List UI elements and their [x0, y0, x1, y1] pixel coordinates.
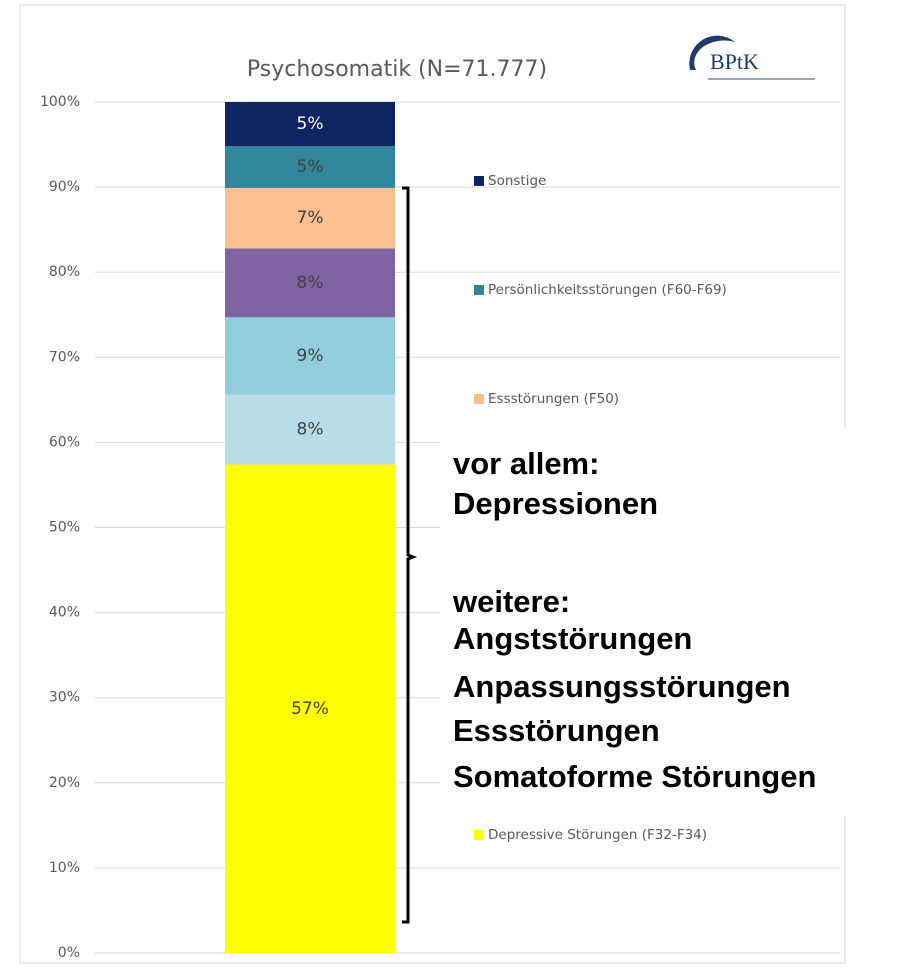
data-label: 8% [297, 273, 324, 293]
y-tick-label: 90% [49, 179, 80, 195]
legend-item: Depressive Störungen (F32-F34) [474, 824, 758, 846]
y-tick-label: 50% [49, 520, 80, 536]
annotation-box: vor allem: Depressionen weitere: Angststöru… [440, 428, 900, 816]
annotation-line: Depressionen [453, 486, 659, 521]
legend-swatch [474, 394, 484, 404]
y-tick-label: 60% [49, 434, 80, 450]
logo-arc [689, 35, 735, 70]
bar-segment [225, 394, 395, 465]
legend-swatch [474, 830, 484, 840]
legend-swatch [474, 176, 484, 186]
bracket [402, 186, 418, 924]
legend-label: Essstörungen (F50) [488, 391, 620, 407]
chart-title: Psychosomatik (N=71.777) [247, 57, 547, 82]
y-tick-label: 30% [49, 690, 80, 706]
annotation-line: Essstörungen [453, 713, 660, 748]
legend-item: Persönlichkeitsstörungen (F60-F69) [474, 279, 758, 301]
y-tick-label: 40% [49, 605, 80, 621]
data-label: 7% [297, 208, 324, 228]
y-tick-label: 20% [49, 775, 80, 791]
y-tick-label: 10% [49, 860, 80, 876]
data-label: 5% [297, 114, 324, 134]
bar-segment [225, 146, 395, 188]
legend-label: Sonstige [488, 173, 547, 189]
y-tick-label: 100% [40, 94, 80, 110]
bar-segment [225, 464, 395, 953]
legend-item: Essstörungen (F50) [474, 388, 758, 410]
y-tick-label: 70% [49, 349, 80, 365]
bar-segment [225, 187, 395, 249]
annotation-line: vor allem: [453, 446, 600, 481]
annotation-line: Anpassungsstörungen [453, 669, 791, 704]
annotation-line: Somatoforme Störungen [453, 759, 817, 794]
bar-segment [225, 317, 395, 395]
y-tick-label: 80% [49, 264, 80, 280]
data-label: 5% [297, 157, 324, 177]
legend-label: Persönlichkeitsstörungen (F60-F69) [488, 282, 727, 298]
y-tick-label: 0% [58, 945, 80, 961]
bar-segment [225, 102, 395, 147]
bar-segment [225, 248, 395, 318]
legend-label: Depressive Störungen (F32-F34) [488, 827, 708, 843]
data-label: 9% [297, 346, 324, 366]
data-label: 57% [291, 699, 329, 719]
legend-item: Sonstige [474, 170, 758, 192]
legend-swatch [474, 285, 484, 295]
data-label: 8% [297, 420, 324, 440]
annotation-line: Angststörungen [453, 621, 693, 656]
logo: BPtK [710, 49, 759, 74]
annotation-line: weitere: [453, 584, 571, 619]
